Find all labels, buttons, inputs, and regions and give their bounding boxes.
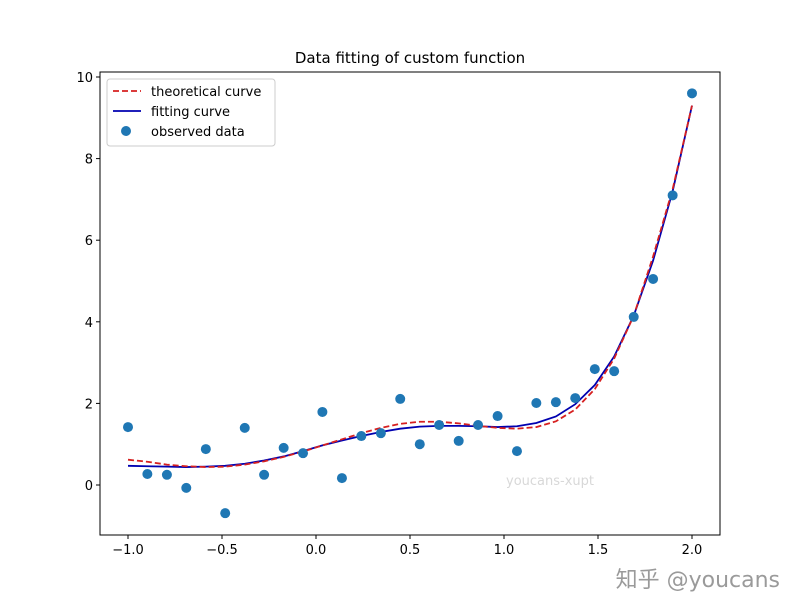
observed-data-point (511, 446, 522, 457)
x-tick-label: 0.5 (400, 543, 421, 558)
inner-watermark: youcans-xupt (506, 474, 594, 489)
corner-watermark: 知乎 @youcans (615, 568, 780, 593)
observed-data-point (609, 366, 620, 377)
observed-data-point (161, 469, 172, 480)
legend-box (106, 78, 276, 147)
observed-data-point (239, 422, 250, 433)
observed-data-point (570, 393, 581, 404)
x-tick-label: 1.0 (494, 543, 515, 558)
observed-data-point (181, 482, 192, 493)
observed-data-point (220, 508, 231, 519)
observed-data-point (667, 190, 678, 201)
y-tick-label: 10 (76, 71, 93, 86)
observed-data-point (453, 435, 464, 446)
x-tick-label: −1.0 (112, 543, 144, 558)
observed-data-point (356, 431, 367, 442)
legend-observed-label: observed data (151, 125, 245, 140)
y-tick-label: 0 (85, 479, 93, 494)
y-tick-label: 4 (85, 316, 93, 331)
observed-data-point (298, 448, 309, 459)
observed-data-point (628, 311, 639, 322)
y-tick-label: 6 (85, 234, 93, 249)
observed-data-point (336, 473, 347, 484)
observed-data-point (375, 428, 386, 439)
x-tick-label: −0.5 (206, 543, 238, 558)
observed-data-point (473, 420, 484, 431)
observed-data-point (414, 439, 425, 450)
theoretical-curve-line (127, 105, 693, 468)
fitting-curve-line (127, 105, 693, 468)
observed-data-point (648, 273, 659, 284)
x-tick-label: 1.5 (588, 543, 609, 558)
observed-data-point (434, 420, 445, 431)
observed-data-point (531, 397, 542, 408)
observed-data-point (259, 469, 270, 480)
observed-data-point (278, 442, 289, 453)
x-tick-label: 0.0 (306, 543, 327, 558)
y-tick-label: 8 (85, 153, 93, 168)
x-tick-label: 2.0 (682, 543, 703, 558)
observed-data-point (142, 468, 153, 479)
observed-data-point (123, 422, 133, 433)
chart-title: Data fitting of custom function (295, 49, 525, 67)
observed-data-point (395, 393, 406, 404)
legend-fitting-label: fitting curve (151, 105, 230, 120)
legend-observed-swatch (121, 126, 131, 136)
observed-data-point (317, 406, 328, 417)
observed-data-point (200, 444, 211, 455)
legend-theoretical-label: theoretical curve (151, 85, 261, 100)
observed-data-point (589, 364, 600, 375)
observed-data-point (687, 88, 697, 99)
observed-data-point (492, 411, 503, 422)
observed-data-point (550, 397, 561, 408)
y-tick-label: 2 (85, 397, 93, 412)
